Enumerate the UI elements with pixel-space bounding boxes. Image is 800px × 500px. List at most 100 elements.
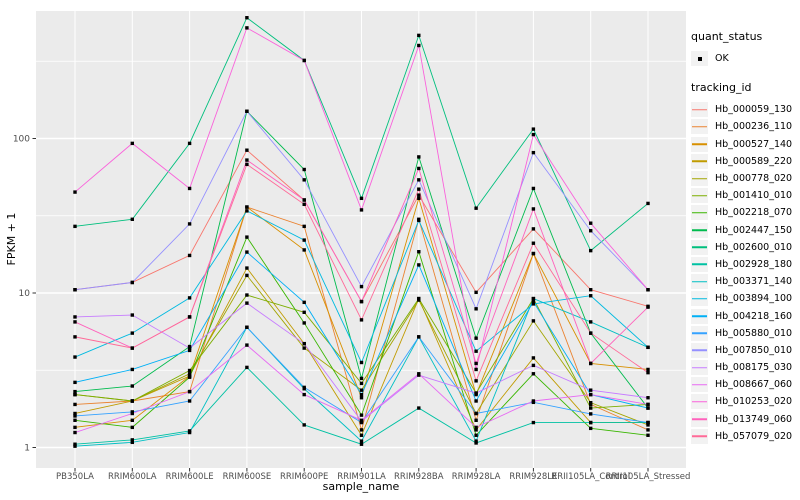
legend-item-label: Hb_001410_010 bbox=[715, 190, 793, 202]
data-point bbox=[302, 198, 306, 202]
data-point bbox=[646, 305, 650, 309]
legend-item-Hb_000778_020: Hb_000778_020 bbox=[691, 170, 799, 187]
x-tick-label: RRII105LA_Stressed bbox=[606, 472, 691, 482]
data-point bbox=[359, 360, 364, 365]
data-point bbox=[359, 196, 364, 201]
legend-item-Hb_013749_060: Hb_013749_060 bbox=[691, 411, 799, 428]
data-point bbox=[474, 206, 478, 210]
legend-item-Hb_004218_160: Hb_004218_160 bbox=[691, 307, 799, 324]
data-point bbox=[646, 402, 650, 407]
data-point bbox=[474, 399, 478, 403]
data-point bbox=[245, 26, 249, 30]
legend-tracking-id: tracking_id Hb_000059_130 Hb_000236_110 Hb… bbox=[691, 81, 799, 445]
legend-quant-status: quant_status OK bbox=[691, 30, 799, 67]
data-point bbox=[245, 209, 249, 213]
data-point bbox=[73, 288, 77, 292]
legend-item-label: Hb_007850_010 bbox=[715, 344, 793, 356]
data-point bbox=[130, 331, 134, 335]
data-point bbox=[531, 150, 536, 155]
series-line-icon bbox=[692, 366, 707, 369]
data-point bbox=[130, 313, 134, 317]
data-point bbox=[417, 335, 421, 339]
series-color-key bbox=[691, 153, 708, 169]
series-line-icon bbox=[692, 401, 707, 403]
data-point bbox=[359, 433, 364, 437]
data-point bbox=[130, 425, 134, 430]
data-point bbox=[187, 296, 192, 300]
series-color-key bbox=[691, 205, 708, 221]
y-tick-label: 100 bbox=[13, 135, 30, 145]
data-point bbox=[302, 423, 306, 427]
series-color-key bbox=[691, 342, 708, 358]
data-point bbox=[474, 307, 478, 311]
data-point bbox=[245, 158, 249, 162]
data-point bbox=[187, 222, 192, 226]
x-tick-label: RRIM600LA bbox=[108, 472, 157, 482]
legend-item-Hb_002928_180: Hb_002928_180 bbox=[691, 256, 799, 273]
data-point bbox=[187, 253, 192, 258]
data-point bbox=[474, 379, 478, 383]
data-point bbox=[474, 418, 478, 422]
series-line-icon bbox=[692, 418, 707, 420]
data-point bbox=[417, 406, 421, 410]
data-point bbox=[73, 335, 77, 339]
data-point bbox=[359, 442, 364, 446]
series-line-icon bbox=[692, 143, 707, 145]
legend-item-Hb_003371_140: Hb_003371_140 bbox=[691, 273, 799, 290]
legend-quant-status-title: quant_status bbox=[691, 30, 763, 43]
legend-item-label: Hb_002218_070 bbox=[715, 207, 793, 219]
data-point bbox=[245, 293, 249, 297]
data-point bbox=[187, 186, 192, 191]
series-line-icon bbox=[692, 246, 707, 249]
data-point bbox=[589, 248, 593, 253]
series-color-key bbox=[691, 222, 708, 238]
data-point bbox=[417, 155, 421, 159]
series-line-icon bbox=[692, 315, 707, 317]
data-point bbox=[73, 425, 77, 430]
series-color-key bbox=[691, 428, 708, 444]
data-point bbox=[589, 400, 593, 405]
data-point bbox=[474, 439, 478, 443]
data-point bbox=[73, 418, 77, 422]
data-point bbox=[245, 235, 249, 239]
series-line-icon bbox=[692, 177, 707, 180]
data-point bbox=[73, 389, 77, 394]
data-point bbox=[417, 178, 421, 182]
legend-item-Hb_002447_150: Hb_002447_150 bbox=[691, 222, 799, 239]
data-point bbox=[359, 413, 364, 417]
data-point bbox=[73, 224, 77, 229]
data-point bbox=[589, 294, 593, 298]
data-point bbox=[187, 375, 192, 379]
data-point bbox=[474, 425, 478, 430]
legend-item-Hb_007850_010: Hb_007850_010 bbox=[691, 342, 799, 359]
legend-item-label: Hb_002447_150 bbox=[715, 224, 793, 236]
legend-item-label: Hb_057079_020 bbox=[715, 430, 793, 442]
ok-point-key bbox=[691, 51, 708, 67]
data-point bbox=[589, 221, 593, 225]
series-line-icon bbox=[692, 332, 707, 334]
data-point bbox=[359, 392, 364, 397]
data-point bbox=[589, 331, 593, 335]
data-point bbox=[589, 229, 593, 233]
data-point bbox=[646, 433, 650, 437]
data-point bbox=[130, 438, 134, 442]
data-point bbox=[359, 208, 364, 212]
legend-item-label: Hb_002600_010 bbox=[715, 241, 793, 253]
data-point bbox=[531, 296, 536, 301]
data-point bbox=[130, 280, 134, 285]
data-point bbox=[73, 315, 77, 319]
data-point bbox=[130, 141, 134, 146]
data-point bbox=[187, 372, 192, 376]
data-point bbox=[531, 399, 536, 403]
legend-item-Hb_010253_020: Hb_010253_020 bbox=[691, 393, 799, 410]
x-tick-label: RRIM928LA bbox=[452, 472, 501, 482]
data-point bbox=[73, 430, 77, 435]
series-line-icon bbox=[692, 109, 707, 111]
data-point bbox=[359, 439, 364, 443]
legend-item-label: OK bbox=[715, 53, 729, 65]
x-tick-label: RRIM928LE bbox=[509, 472, 557, 482]
axis-tick-labels: PB350LA RRIM600LA RRIM600LE RRIM600SE RRIM60… bbox=[13, 135, 691, 483]
data-point bbox=[245, 205, 249, 209]
data-point bbox=[646, 367, 650, 372]
data-point bbox=[187, 346, 192, 350]
